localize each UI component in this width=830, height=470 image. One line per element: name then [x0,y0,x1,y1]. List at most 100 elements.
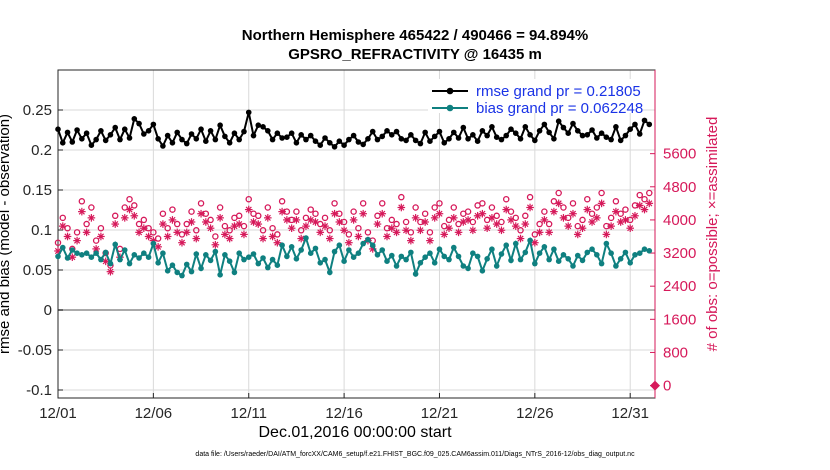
bias-marker [107,260,114,267]
y-tick-label: -0.1 [26,382,52,399]
obs-assimilated-marker [106,267,115,276]
obs-assimilated-marker [268,232,277,241]
obs-assimilated-marker [292,216,301,224]
rmse-marker [274,130,281,136]
obs-possible-marker [555,189,562,197]
obs-assimilated-marker [202,218,210,226]
bias-marker [226,258,233,265]
rmse-marker [102,137,109,144]
rmse-marker [388,132,395,138]
bias-marker [522,249,529,256]
obs-possible-marker [636,191,643,199]
obs-possible-marker [278,198,286,205]
obs-assimilated-marker [559,214,568,222]
bias-marker [603,240,610,247]
obs-possible-marker [255,212,262,220]
rmse-marker [255,122,262,128]
rmse-marker [350,132,357,139]
obs-possible-marker [164,224,171,232]
obs-assimilated-marker [173,228,182,237]
bias-marker [174,269,181,276]
rmse-marker [179,136,185,143]
obs-possible-marker [193,227,200,234]
obs-assimilated-marker [564,222,573,230]
bias-marker [493,263,500,269]
obs-assimilated-marker [492,220,501,228]
bias-marker [641,246,648,252]
rmse-marker [450,129,457,136]
obs-assimilated-marker [607,222,615,230]
y-tick-label: -0.05 [18,342,52,359]
rmse-marker [193,136,200,142]
bias-marker [646,248,653,254]
bias-marker [346,247,352,253]
obs-assimilated-marker [445,224,453,233]
bias-marker [131,252,138,258]
obs-possible-marker [326,227,334,234]
rmse-marker [555,118,562,124]
obs-assimilated-marker [225,234,234,243]
rmse-marker [293,140,300,146]
bias-marker [331,248,338,255]
obs-possible-marker [321,214,329,222]
data-file-footnote: data file: /Users/raeder/DAI/ATM_forcXX/… [195,451,635,458]
obs-possible-marker [584,195,591,203]
obs-possible-marker [345,231,353,238]
rmse-marker [312,138,319,144]
obs-assimilated-marker [478,209,487,218]
bias-marker [298,247,304,253]
obs-assimilated-marker [345,238,353,247]
bias-marker [112,241,119,248]
obs-assimilated-marker [511,222,520,230]
rmse-marker [74,127,80,133]
bias-marker [560,252,567,258]
bias-marker [455,253,462,260]
bias-marker [150,240,157,247]
bias-marker [450,244,457,251]
x-tick-label: 12/06 [135,405,173,422]
bias-marker [326,269,333,276]
y2-tick-label: 4800 [663,179,696,196]
rmse-marker [398,136,405,142]
obs-possible-marker [307,206,314,213]
x-tick-label: 12/31 [611,405,649,422]
obs-assimilated-marker [111,220,120,228]
bias-marker [446,256,452,263]
obs-assimilated-marker [58,222,67,230]
rmse-marker [69,139,76,145]
obs-assimilated-marker [264,214,272,222]
obs-assimilated-marker [426,236,434,245]
obs-assimilated-marker [192,234,201,243]
obs-assimilated-marker [316,228,325,237]
y2-tick-label: 0 [663,378,671,395]
obs-assimilated-marker [454,228,463,237]
obs-assimilated-marker [531,238,539,247]
obs-possible-marker [450,204,458,211]
rmse-marker [112,124,119,131]
rmse-marker [412,137,419,144]
obs-possible-marker [378,200,386,207]
rmse-marker [284,134,290,140]
obs-possible-marker [355,224,362,232]
rmse-marker [422,129,428,136]
y-tick-label: 0.2 [31,142,52,159]
bias-marker [350,254,357,260]
bias-marker [608,250,614,256]
obs-assimilated-marker [573,230,582,239]
bias-marker [460,263,467,269]
obs-possible-marker [607,214,615,222]
obs-assimilated-marker [488,214,496,222]
obs-assimilated-marker [631,211,639,220]
bias-marker [617,255,624,262]
obs-assimilated-marker [206,224,215,233]
obs-possible-marker [221,222,229,230]
obs-possible-series [54,189,653,269]
rmse-marker [250,132,257,139]
y2-tick-label: 1600 [663,311,696,328]
bias-marker [441,253,448,260]
obs-assimilated-marker [435,209,444,218]
obs-possible-marker [569,200,577,207]
y-tick-label: 0.05 [23,262,52,279]
rmse-marker [436,128,443,135]
rmse-marker [570,120,576,127]
